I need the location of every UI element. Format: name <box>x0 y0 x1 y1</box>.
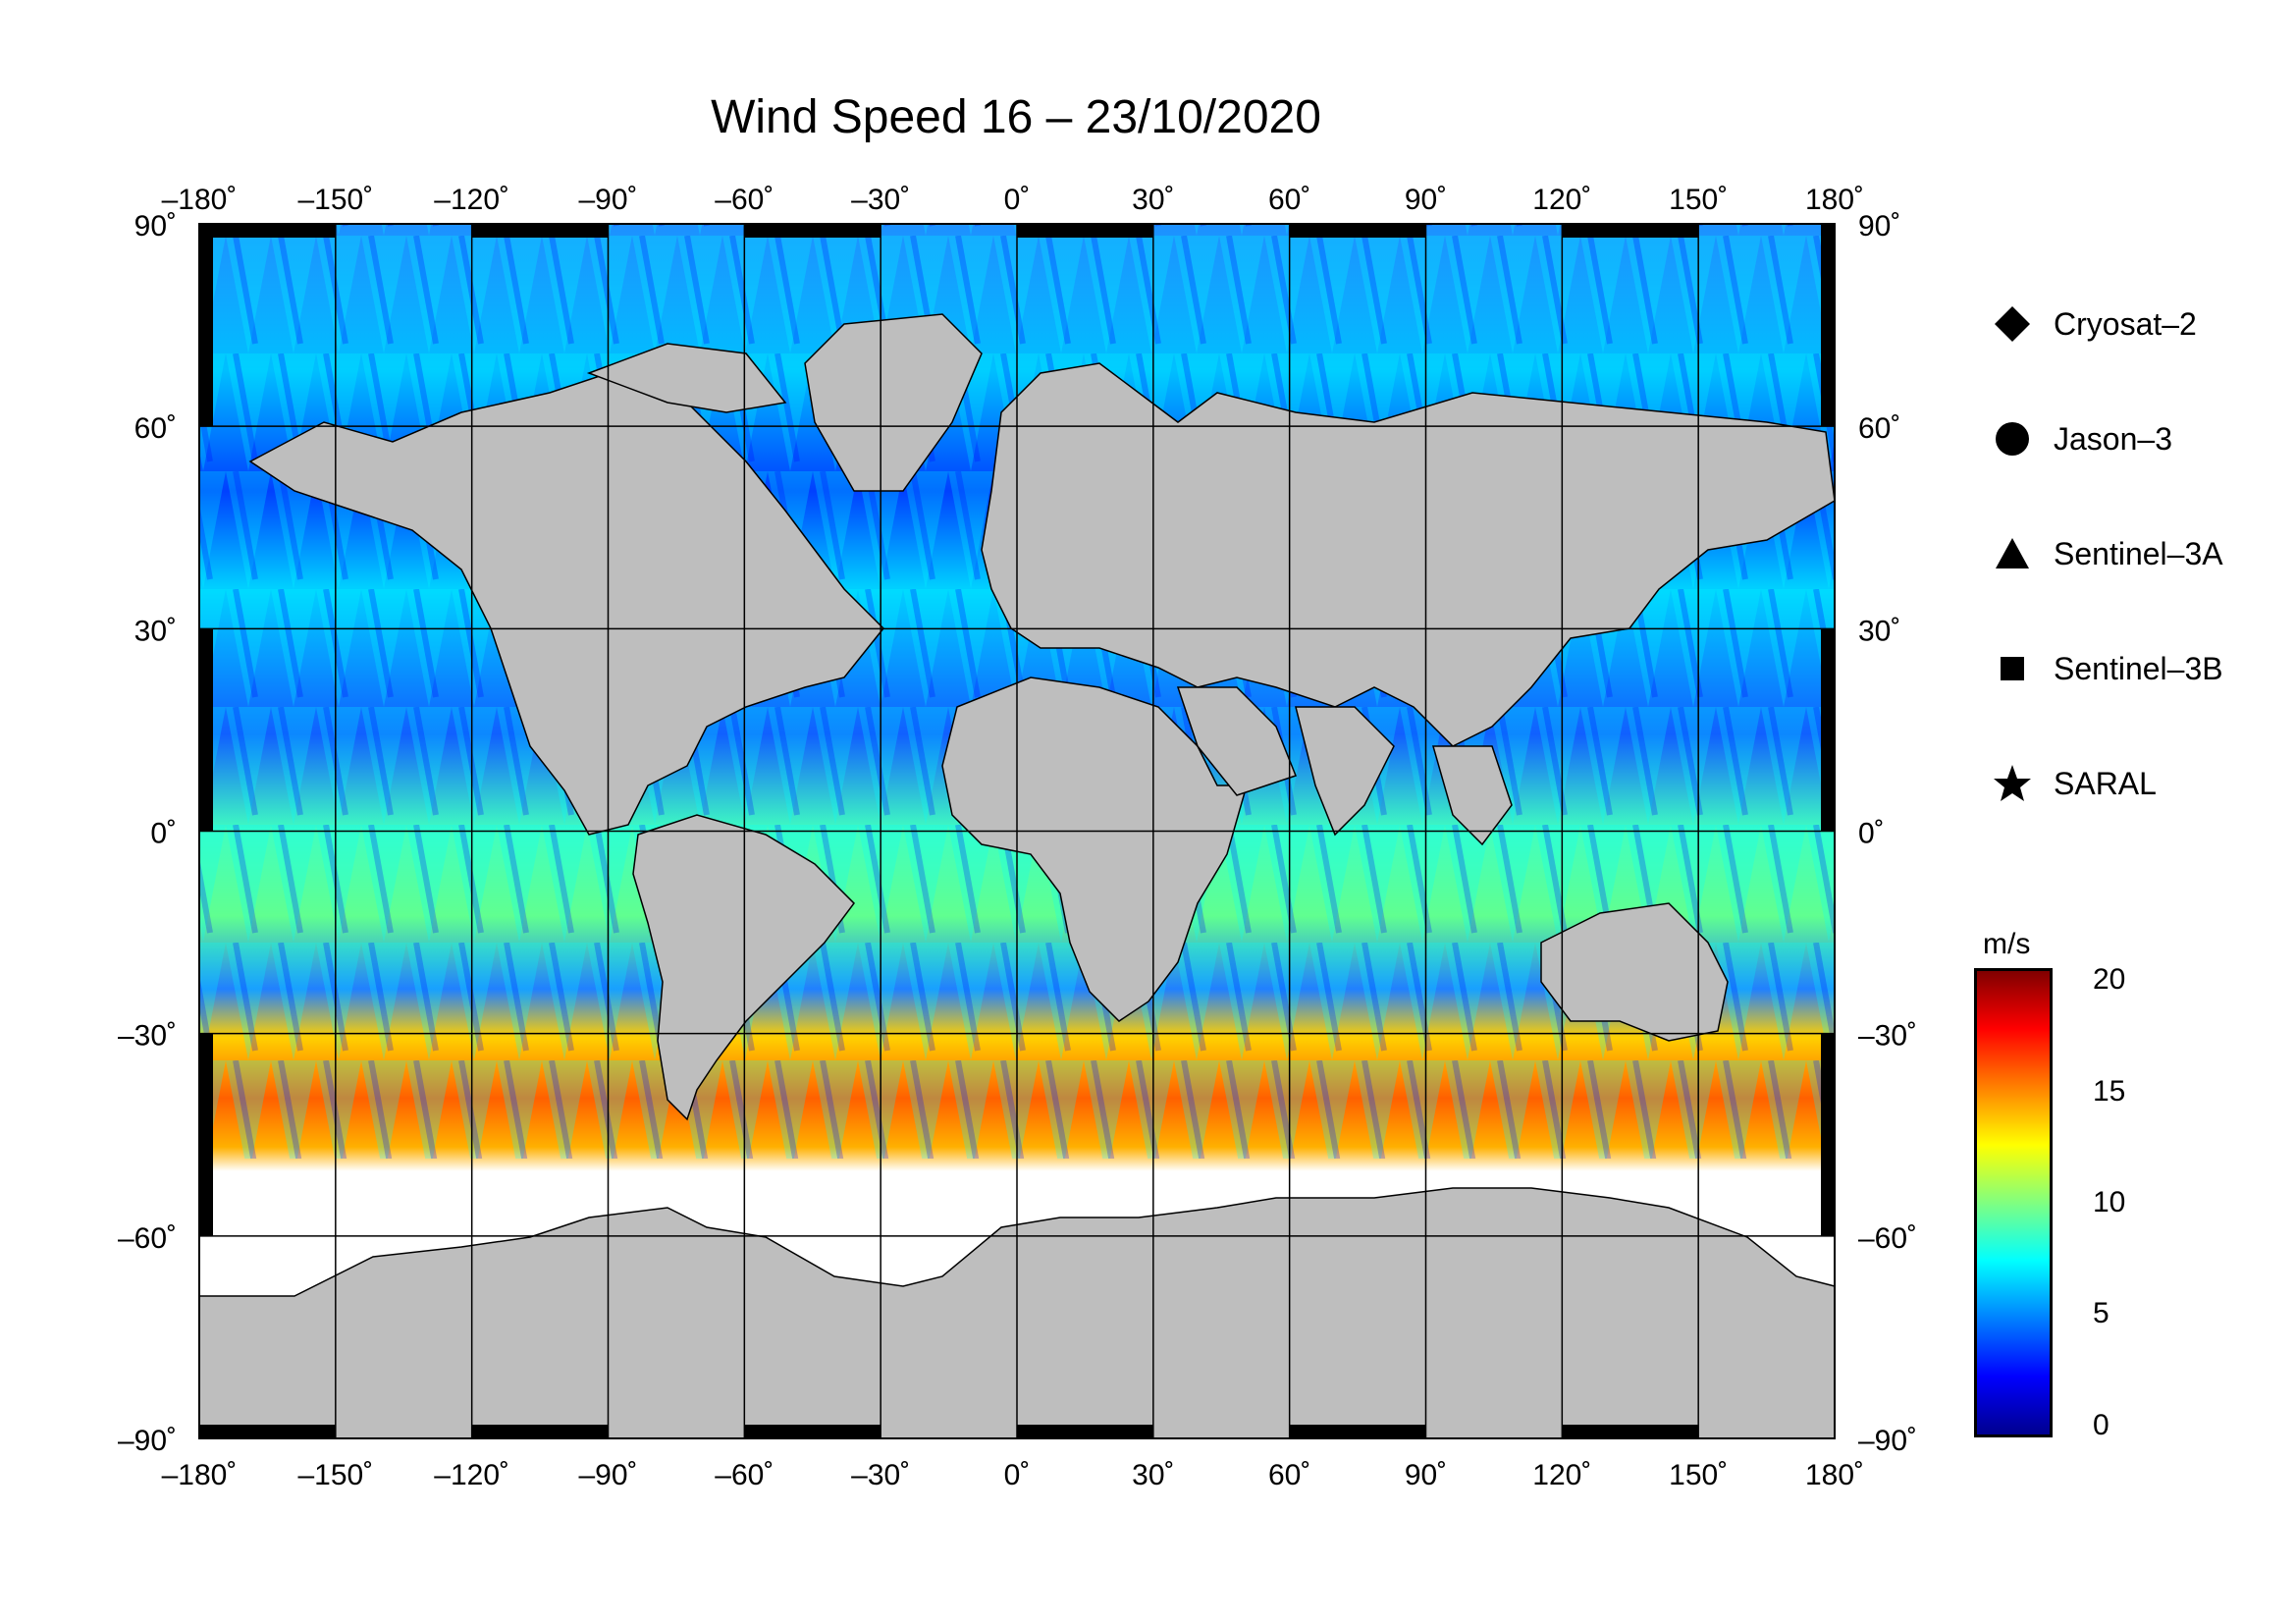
lon-tick-label: –60˚ <box>715 184 774 216</box>
legend-item-cryosat: Cryosat–2 <box>1983 304 2197 344</box>
africa <box>941 676 1248 1022</box>
arabia <box>1176 686 1297 796</box>
graticule <box>199 224 1835 1438</box>
frame-bar <box>1821 224 1835 427</box>
lon-tick-label: 150˚ <box>1669 184 1728 216</box>
lat-tick-label: –90˚ <box>118 1425 177 1457</box>
lon-tick-label: 30˚ <box>1132 1459 1174 1491</box>
lat-tick-label: 0˚ <box>150 818 177 850</box>
circle-icon <box>1983 419 2042 459</box>
square-icon <box>1983 649 2042 688</box>
europe-asia <box>981 362 1836 747</box>
frame-bar <box>471 1425 609 1438</box>
lon-tick-label: 60˚ <box>1268 1459 1310 1491</box>
india <box>1295 706 1395 837</box>
frame-bar <box>471 224 609 238</box>
lon-tick-label: –90˚ <box>578 184 637 216</box>
lon-tick-label: –150˚ <box>297 184 373 216</box>
lon-tick-label: 90˚ <box>1405 184 1447 216</box>
legend-label: Sentinel–3A <box>2054 535 2223 571</box>
north-america <box>248 372 885 836</box>
lat-tick-label: 30˚ <box>134 615 177 647</box>
lon-tick-label: –120˚ <box>434 1459 509 1491</box>
lat-tick-label: 60˚ <box>1858 412 1900 445</box>
lat-tick-label: 60˚ <box>134 412 177 445</box>
frame-bar <box>1289 224 1426 238</box>
frame-bar <box>744 224 881 238</box>
lat-tick-labels-left: 90˚ 60˚ 30˚ 0˚ –30˚ –60˚ –90˚ <box>118 210 177 1457</box>
lon-tick-labels-bottom: –180˚ –150˚ –120˚ –90˚ –60˚ –30˚ 0˚ 30˚ 60˚ 90˚ 12… <box>162 1459 1864 1491</box>
lon-tick-label: –30˚ <box>851 1459 910 1491</box>
frame-bar <box>1821 1033 1835 1236</box>
south-america <box>632 814 855 1121</box>
frame-bar <box>1289 1425 1426 1438</box>
lon-tick-label: –180˚ <box>162 184 238 216</box>
lat-tick-label: –60˚ <box>1858 1222 1917 1255</box>
colorbar-tick: 0 <box>2093 1409 2109 1441</box>
frame-bar <box>199 224 336 238</box>
lat-tick-label: –30˚ <box>118 1020 177 1053</box>
lat-tick-label: –30˚ <box>1858 1020 1917 1053</box>
lat-tick-label: 30˚ <box>1858 615 1900 647</box>
lon-tick-label: –120˚ <box>434 184 509 216</box>
lon-tick-label: 180˚ <box>1805 184 1864 216</box>
colorbar-tick: 5 <box>2093 1297 2109 1329</box>
lon-tick-label: –60˚ <box>715 1459 774 1491</box>
colorbar <box>1974 968 2053 1437</box>
frame-bar <box>1821 628 1835 832</box>
frame-bar <box>1017 224 1153 238</box>
frame-bar <box>1017 1425 1153 1438</box>
lon-tick-label: 120˚ <box>1532 1459 1591 1491</box>
lon-tick-labels-top: –180˚ –150˚ –120˚ –90˚ –60˚ –30˚ 0˚ 30˚ 60˚ 90˚ 12… <box>162 184 1864 216</box>
lon-tick-label: 120˚ <box>1532 184 1591 216</box>
colorbar-tick: 10 <box>2093 1186 2126 1218</box>
colorbar-tick: 20 <box>2093 963 2126 996</box>
lon-tick-label: –180˚ <box>162 1459 238 1491</box>
australia <box>1540 902 1729 1042</box>
star-icon <box>1983 764 2042 803</box>
southeast-asia <box>1432 745 1513 846</box>
lon-tick-label: 150˚ <box>1669 1459 1728 1491</box>
legend-item-sentinel-3b: Sentinel–3B <box>1983 649 2223 688</box>
lon-tick-label: 90˚ <box>1405 1459 1447 1491</box>
frame-bar <box>199 628 213 832</box>
lon-tick-label: 30˚ <box>1132 184 1174 216</box>
frame-bar <box>199 224 213 427</box>
lon-tick-label: 60˚ <box>1268 184 1310 216</box>
legend-label: SARAL <box>2054 765 2157 801</box>
greenland <box>804 313 983 492</box>
lon-tick-label: –30˚ <box>851 184 910 216</box>
lat-tick-label: 90˚ <box>1858 210 1900 243</box>
frame-bar <box>1562 1425 1699 1438</box>
lat-tick-label: –60˚ <box>118 1222 177 1255</box>
legend-item-jason: Jason–3 <box>1983 419 2172 459</box>
lat-tick-labels-right: 90˚ 60˚ 30˚ 0˚ –30˚ –60˚ –90˚ <box>1858 210 1917 1457</box>
map-title: Wind Speed 16 – 23/10/2020 <box>711 91 1321 143</box>
lon-tick-label: –150˚ <box>297 1459 373 1491</box>
legend-item-sentinel-3a: Sentinel–3A <box>1983 534 2223 573</box>
diamond-icon <box>1983 304 2042 344</box>
legend-label: Jason–3 <box>2054 420 2172 457</box>
lon-tick-label: 0˚ <box>1004 184 1031 216</box>
lat-tick-label: 90˚ <box>134 210 177 243</box>
lon-tick-label: –90˚ <box>578 1459 637 1491</box>
legend-label: Sentinel–3B <box>2054 650 2223 686</box>
frame-bars <box>199 224 1835 1438</box>
colorbar-unit: m/s <box>1983 928 2031 960</box>
lat-tick-label: –90˚ <box>1858 1425 1917 1457</box>
legend-item-saral: SARAL <box>1983 764 2157 803</box>
frame-bar <box>199 1425 336 1438</box>
frame-bar <box>744 1425 881 1438</box>
frame-bar <box>199 1033 213 1236</box>
arctic-islands <box>586 343 787 413</box>
lat-tick-label: 0˚ <box>1858 818 1885 850</box>
lon-tick-label: 180˚ <box>1805 1459 1864 1491</box>
colorbar-tick: 15 <box>2093 1075 2126 1108</box>
frame-bar <box>1562 224 1699 238</box>
triangle-icon <box>1983 534 2042 573</box>
lon-tick-label: 0˚ <box>1004 1459 1031 1491</box>
legend-label: Cryosat–2 <box>2054 305 2197 342</box>
